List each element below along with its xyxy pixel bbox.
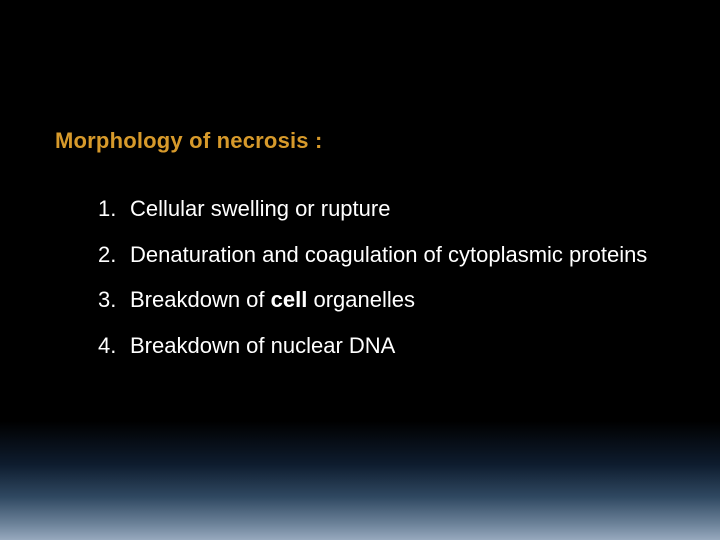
item-text: Denaturation and coagulation of cytoplas… <box>130 241 660 269</box>
item-text-after: organelles <box>307 287 415 312</box>
item-text: Breakdown of nuclear DNA <box>130 332 660 360</box>
item-text-before: Breakdown of nuclear DNA <box>130 333 395 358</box>
item-number: 2. <box>98 241 130 269</box>
list-item: 1. Cellular swelling or rupture <box>98 195 660 223</box>
item-text-before: Denaturation and coagulation of cytoplas… <box>130 242 647 267</box>
numbered-list: 1. Cellular swelling or rupture 2. Denat… <box>98 195 660 377</box>
item-number: 3. <box>98 286 130 314</box>
slide: Morphology of necrosis : 1. Cellular swe… <box>0 0 720 540</box>
item-text-before: Cellular swelling or rupture <box>130 196 390 221</box>
list-item: 4. Breakdown of nuclear DNA <box>98 332 660 360</box>
item-number: 1. <box>98 195 130 223</box>
item-text-bold: cell <box>271 287 308 312</box>
item-number: 4. <box>98 332 130 360</box>
item-text: Breakdown of cell organelles <box>130 286 660 314</box>
list-item: 2. Denaturation and coagulation of cytop… <box>98 241 660 269</box>
item-text: Cellular swelling or rupture <box>130 195 660 223</box>
item-text-before: Breakdown of <box>130 287 271 312</box>
slide-title: Morphology of necrosis : <box>55 128 323 154</box>
list-item: 3. Breakdown of cell organelles <box>98 286 660 314</box>
